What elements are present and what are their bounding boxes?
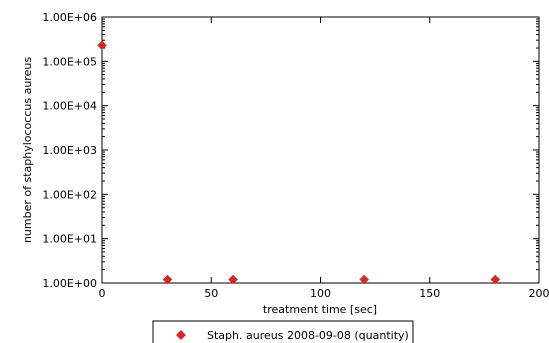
y-axis-label: number of staphylococcus aureus <box>21 57 34 243</box>
y-tick-label: 1.00E+04 <box>42 100 97 113</box>
legend-label: Staph. aureus 2008-09-08 (quantity) <box>207 329 409 342</box>
data-series <box>97 40 501 285</box>
x-tick-label: 50 <box>204 287 218 300</box>
x-axis-label: treatment time [sec] <box>263 303 377 316</box>
data-point <box>162 274 173 285</box>
legend-marker <box>176 330 186 340</box>
data-point <box>490 274 501 285</box>
y-axis: 1.00E+00 1.00E+01 1.00E+02 1.00E+03 1.00E+04… <box>42 11 539 290</box>
y-tick-label: 1.00E+06 <box>42 11 97 24</box>
x-tick-label: 200 <box>529 287 549 300</box>
legend: Staph. aureus 2008-09-08 (quantity) <box>152 320 414 343</box>
data-point <box>359 274 370 285</box>
y-tick-label: 1.00E+05 <box>42 55 97 68</box>
x-axis: 0 50 100 150 200 <box>99 17 549 300</box>
y-tick-label: 1.00E+02 <box>42 188 97 201</box>
legend-box <box>152 320 414 343</box>
y-tick-label: 1.00E+03 <box>42 144 97 157</box>
x-tick-label: 100 <box>310 287 331 300</box>
y-tick-label: 1.00E+01 <box>42 233 97 246</box>
plot-area <box>101 16 540 284</box>
x-tick-label: 0 <box>99 287 106 300</box>
data-point <box>228 274 238 285</box>
data-point <box>97 40 107 51</box>
x-tick-label: 150 <box>419 287 440 300</box>
y-tick-label: 1.00E+00 <box>42 277 97 290</box>
